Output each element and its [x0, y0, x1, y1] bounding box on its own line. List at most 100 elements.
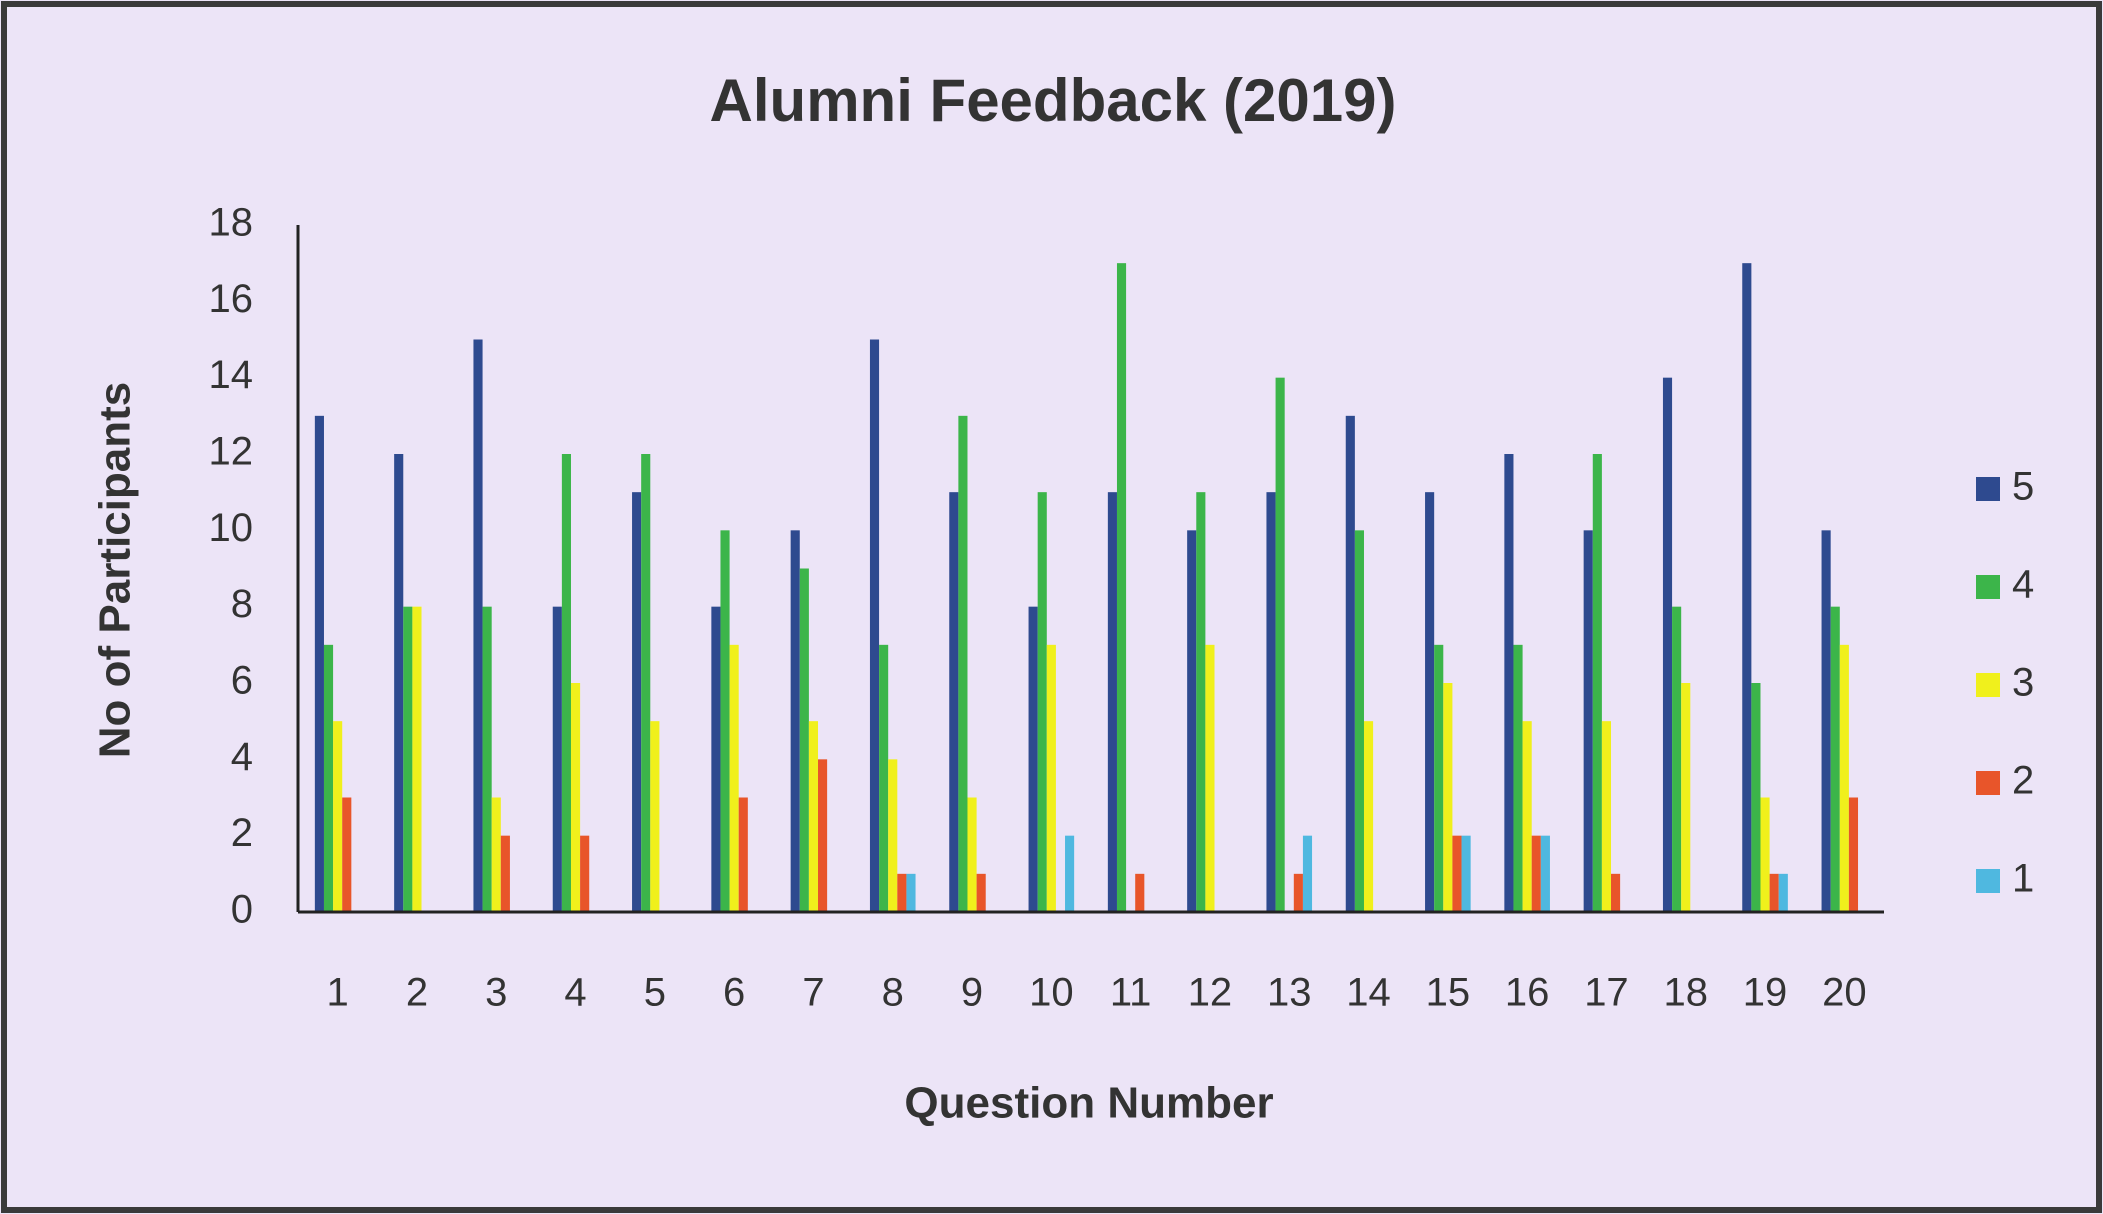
- bar: [888, 759, 898, 912]
- bar: [1769, 873, 1779, 912]
- bar: [1742, 263, 1752, 913]
- bar: [1037, 492, 1047, 912]
- x-tick-label: 12: [1188, 971, 1233, 1015]
- y-tick-label: 16: [209, 277, 254, 321]
- legend-label: 4: [2012, 563, 2034, 607]
- bar: [333, 721, 343, 912]
- bar: [1275, 377, 1285, 913]
- legend-swatch: [1976, 673, 2000, 697]
- bar: [1266, 492, 1276, 912]
- bar: [1751, 683, 1761, 912]
- bar: [552, 606, 562, 912]
- x-tick-label: 4: [564, 971, 586, 1015]
- bar: [1187, 530, 1197, 912]
- bar: [1583, 530, 1593, 912]
- bar: [641, 454, 651, 912]
- x-tick-label: 18: [1664, 971, 1709, 1015]
- bar: [906, 873, 916, 912]
- bar: [323, 644, 334, 912]
- bar: [1848, 797, 1859, 912]
- y-tick-label: 6: [231, 659, 253, 703]
- bar: [1778, 873, 1788, 912]
- legend-label: 3: [2012, 661, 2034, 705]
- bar: [869, 339, 880, 912]
- bar: [1354, 530, 1364, 912]
- chart-title: Alumni Feedback (2019): [710, 67, 1397, 134]
- bar: [1662, 377, 1673, 913]
- y-tick-label: 8: [231, 582, 253, 626]
- bar: [570, 683, 581, 912]
- bar: [818, 759, 828, 912]
- bar: [720, 530, 730, 912]
- bar: [1302, 835, 1313, 912]
- y-axis-label: No of Participants: [91, 382, 140, 759]
- bar: [1425, 492, 1435, 912]
- bar: [967, 797, 977, 912]
- bar: [1540, 835, 1550, 912]
- bar: [412, 606, 422, 912]
- bar: [482, 606, 492, 912]
- bar: [314, 415, 324, 912]
- x-tick-label: 19: [1743, 971, 1788, 1015]
- x-tick-label: 14: [1346, 971, 1391, 1015]
- bar: [1522, 721, 1532, 912]
- bar: [1065, 835, 1075, 912]
- x-tick-label: 9: [961, 971, 983, 1015]
- bar: [1760, 797, 1770, 912]
- bar: [711, 606, 721, 912]
- bar: [1205, 644, 1215, 912]
- bar: [1531, 835, 1541, 912]
- bar: [500, 835, 510, 912]
- bar: [1461, 835, 1471, 912]
- bar: [561, 454, 571, 912]
- bar: [1135, 873, 1145, 912]
- bar: [958, 415, 968, 912]
- x-axis-label: Question Number: [904, 1079, 1273, 1128]
- bar: [1345, 415, 1355, 912]
- bar: [949, 492, 959, 912]
- x-tick-label: 10: [1029, 971, 1074, 1015]
- x-tick-label: 8: [882, 971, 904, 1015]
- x-tick-label: 16: [1505, 971, 1550, 1015]
- bar: [808, 721, 819, 912]
- bar: [1504, 454, 1514, 912]
- bar: [879, 644, 889, 912]
- legend-swatch: [1976, 869, 2000, 893]
- bar: [1611, 873, 1621, 912]
- y-tick-label: 0: [231, 888, 253, 932]
- bar: [473, 339, 483, 912]
- bar: [1601, 721, 1612, 912]
- bar: [1513, 644, 1523, 912]
- legend-swatch: [1976, 477, 2000, 501]
- bar: [790, 530, 800, 912]
- bar: [1830, 606, 1840, 912]
- y-tick-label: 18: [209, 201, 254, 245]
- bar: [1592, 454, 1602, 912]
- legend-label: 1: [2012, 857, 2034, 901]
- bar: [1672, 606, 1682, 912]
- bar: [799, 568, 809, 912]
- y-tick-label: 10: [209, 506, 254, 550]
- legend-swatch: [1976, 575, 2000, 599]
- bar: [632, 492, 642, 912]
- y-tick-label: 12: [209, 430, 254, 474]
- y-tick-label: 4: [231, 735, 253, 779]
- bar: [580, 835, 590, 912]
- x-tick-label: 17: [1584, 971, 1629, 1015]
- bar: [1046, 644, 1056, 912]
- bar: [1839, 644, 1849, 912]
- legend-label: 2: [2012, 759, 2034, 803]
- bar: [1434, 644, 1444, 912]
- bar: [1821, 530, 1831, 912]
- bar: [1452, 835, 1462, 912]
- bar: [491, 797, 501, 912]
- x-tick-label: 11: [1110, 971, 1152, 1015]
- bar: [1196, 492, 1206, 912]
- bar: [1116, 263, 1127, 913]
- x-tick-label: 15: [1426, 971, 1471, 1015]
- bar: [738, 797, 748, 912]
- bar: [394, 454, 404, 912]
- legend-label: 5: [2012, 465, 2034, 509]
- x-tick-label: 13: [1267, 971, 1312, 1015]
